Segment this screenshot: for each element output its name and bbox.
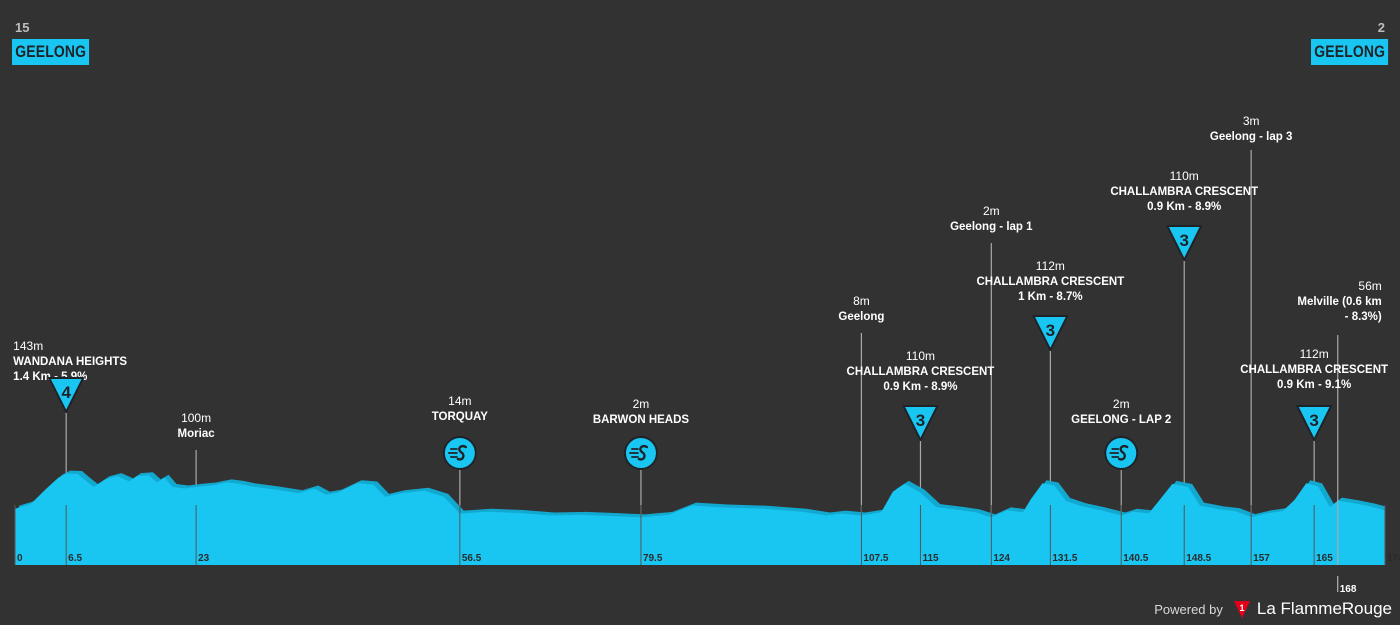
annotation-name: CHALLAMBRA CRESCENT <box>847 366 995 378</box>
annotation-name: CHALLAMBRA CRESCENT <box>1110 186 1258 198</box>
sprint-s-mark <box>1118 444 1129 461</box>
sprint-circle <box>1104 436 1139 470</box>
sprint-icon <box>1104 436 1139 470</box>
start-city-box: GEELONG <box>12 39 90 65</box>
annotation-detail: - 8.3%) <box>1345 311 1382 323</box>
annotation-elevation: 112m <box>1300 347 1329 361</box>
x-tick-label: 23 <box>198 553 210 564</box>
flamme-rouge-logo-icon: 1 <box>1233 601 1250 618</box>
annotation-elevation: 110m <box>906 349 935 363</box>
climb-category-3-icon: 3 <box>1296 405 1333 441</box>
climb-category-label: 3 <box>1046 321 1055 340</box>
x-tick-label: 174 <box>1387 553 1400 564</box>
annotation-name: TORQUAY <box>432 411 489 423</box>
annotation-name: Melville (0.6 km <box>1297 296 1381 308</box>
sprint-icon <box>623 436 658 470</box>
annotation-detail: 0.9 Km - 8.9% <box>883 381 957 393</box>
x-tick-label: 107.5 <box>863 553 888 564</box>
climb-category-3-icon: 3 <box>1166 225 1203 261</box>
climb-category-label: 3 <box>1179 231 1188 250</box>
sprint-speed-lines <box>1109 448 1120 458</box>
x-tick-label: 56.5 <box>462 553 482 564</box>
sprint-s-mark <box>456 444 468 461</box>
climb-triangle <box>1032 315 1069 351</box>
distance-ticks: 0 6.5 23 56.5 79.5 107.5 115 124 131.5 140.5 148.5… <box>14 505 1400 595</box>
start-number: 15 <box>15 20 30 35</box>
annotation-elevation: 2m <box>633 397 650 411</box>
annotation-elevation: 3m <box>1243 114 1260 128</box>
annotation-name: Moriac <box>178 428 216 440</box>
powered-by-footer: Powered by 1 La FlammeRouge <box>1154 599 1392 619</box>
x-tick-label: 0 <box>17 553 23 564</box>
annotation-detail: 0.9 Km - 8.9% <box>1147 201 1221 213</box>
climb-category-label: 3 <box>916 411 925 430</box>
sprint-circle <box>623 436 658 470</box>
annotation-elevation: 2m <box>983 204 1000 218</box>
annotation-name: Geelong - lap 3 <box>1210 131 1292 143</box>
elevation-profile <box>15 470 1385 565</box>
annotation-name: CHALLAMBRA CRESCENT <box>1240 364 1388 376</box>
extra-tick-label: 168 <box>1340 584 1357 595</box>
x-tick-label: 79.5 <box>643 553 663 564</box>
profile-area <box>15 473 1385 565</box>
climb-category-label: 4 <box>61 383 71 402</box>
sprint-speed-lines <box>447 448 458 458</box>
climb-category-3-icon: 3 <box>1032 315 1069 351</box>
annotation-detail: 0.9 Km - 9.1% <box>1277 379 1351 391</box>
annotation-name: Geelong - lap 1 <box>950 221 1033 233</box>
svg-text:1: 1 <box>1239 603 1244 613</box>
sprint-icon <box>442 436 477 470</box>
annotation-detail: 1 Km - 8.7% <box>1018 291 1083 303</box>
x-tick-label: 148.5 <box>1186 553 1211 564</box>
x-tick-label: 124 <box>993 553 1010 564</box>
annotation-elevation: 56m <box>1358 279 1381 293</box>
annotation-elevation: 8m <box>853 294 870 308</box>
annotation-elevation: 112m <box>1036 259 1065 273</box>
x-tick-label: 131.5 <box>1052 553 1077 564</box>
annotation-name: CHALLAMBRA CRESCENT <box>976 276 1124 288</box>
sprint-speed-lines <box>629 448 639 458</box>
sprint-circle <box>442 436 477 470</box>
climb-category-3-icon: 3 <box>902 405 939 441</box>
x-tick-label: 140.5 <box>1123 553 1148 564</box>
finish-city-box: GEELONG <box>1310 39 1388 65</box>
annotation-elevation: 110m <box>1170 169 1199 183</box>
climb-triangle <box>48 377 85 413</box>
climb-category-label: 3 <box>1309 411 1318 430</box>
x-tick-label: 115 <box>922 553 939 564</box>
annotation-elevation: 100m <box>181 411 211 425</box>
annotation-elevation: 143m <box>13 339 43 353</box>
brand-name: La FlammeRouge <box>1256 599 1392 618</box>
x-tick-label: 165 <box>1316 553 1333 564</box>
climb-triangle <box>1166 225 1203 261</box>
annotation-name: GEELONG - LAP 2 <box>1071 414 1171 426</box>
finish-number: 2 <box>1377 20 1385 35</box>
climb-triangle <box>902 405 939 441</box>
annotation-name: Geelong <box>838 311 884 323</box>
climb-category-4-icon: 4 <box>48 377 85 413</box>
powered-by-label: Powered by <box>1154 601 1223 617</box>
climb-triangle <box>1296 405 1333 441</box>
annotation-name: WANDANA HEIGHTS <box>13 356 127 368</box>
x-tick-label: 6.5 <box>68 553 82 564</box>
sprint-s-mark <box>637 444 649 461</box>
annotation-elevation: 2m <box>1113 397 1130 411</box>
annotation-elevation: 14m <box>448 394 471 408</box>
annotation-name: BARWON HEADS <box>593 414 690 426</box>
x-tick-label: 157 <box>1253 553 1270 564</box>
